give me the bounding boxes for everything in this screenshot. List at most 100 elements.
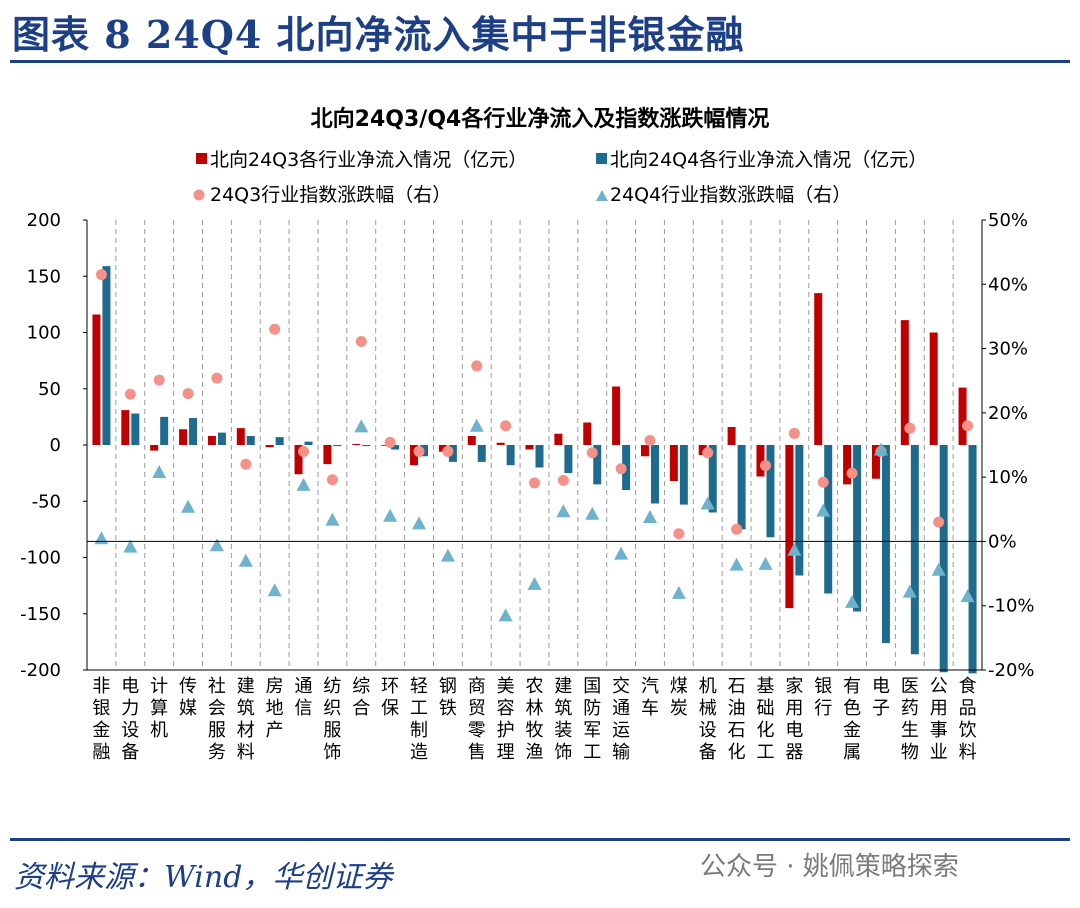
legend-swatch-q4-tri	[596, 190, 608, 201]
point-q4-13	[469, 418, 484, 432]
bar-q4-23	[766, 445, 775, 538]
bar-q4-27	[881, 445, 890, 643]
bar-q4-9	[362, 445, 371, 447]
point-q4-10	[383, 508, 398, 522]
left-tick-label: -200	[20, 660, 61, 681]
category-label: 轻工制造	[410, 676, 428, 763]
point-q3-8	[326, 474, 338, 486]
bar-q4-8	[333, 445, 342, 447]
point-q3-24	[788, 427, 800, 439]
bar-q3-16	[554, 433, 563, 445]
category-label: 纺织服饰	[323, 676, 341, 763]
point-q4-9	[354, 419, 369, 433]
left-tick-label: 200	[27, 210, 61, 231]
category-label: 交通运输	[612, 676, 630, 763]
category-label: 家用电器	[785, 676, 803, 763]
point-q3-29	[933, 516, 945, 528]
right-tick-label: 50%	[988, 210, 1028, 231]
category-label: 基础化工	[756, 676, 774, 763]
category-label: 环保	[381, 676, 399, 719]
right-tick-label: 20%	[988, 403, 1028, 424]
point-q4-24	[787, 542, 802, 556]
point-q4-11	[412, 516, 427, 530]
bar-q3-14	[496, 442, 505, 445]
bar-q3-22	[727, 427, 736, 445]
category-label: 国防军工	[583, 676, 601, 763]
bar-q4-4	[217, 432, 226, 445]
point-q3-13	[471, 360, 483, 372]
bar-q4-21	[708, 445, 717, 513]
bar-q4-7	[304, 441, 313, 445]
point-q4-21	[700, 496, 715, 510]
bar-q3-7	[294, 445, 303, 475]
bars	[92, 266, 977, 674]
point-q4-6	[267, 583, 282, 597]
category-label: 美容护理	[497, 676, 515, 763]
bar-q3-1	[121, 410, 130, 445]
bar-q4-14	[506, 445, 515, 466]
chart-title: 北向24Q3/Q4各行业净流入及指数涨跌幅情况	[311, 106, 770, 132]
point-q4-29	[931, 562, 946, 576]
grid-lines	[115, 220, 954, 670]
bar-q3-8	[323, 445, 332, 465]
point-q3-15	[529, 477, 540, 489]
point-q3-16	[557, 474, 569, 486]
bar-q3-15	[525, 445, 534, 450]
chart: 北向24Q3/Q4各行业净流入及指数涨跌幅情况 北向24Q3各行业净流入情况（亿…	[20, 106, 1034, 763]
bar-q4-16	[564, 445, 573, 474]
legend-label-q4-tri: 24Q4行业指数涨跌幅（右）	[610, 184, 851, 206]
point-q3-19	[644, 435, 656, 446]
bar-q4-26	[853, 445, 862, 612]
category-label: 电力设备	[121, 676, 139, 763]
bar-q3-11	[410, 445, 419, 466]
bar-q4-2	[160, 416, 169, 445]
point-q3-3	[182, 388, 194, 400]
point-q4-19	[642, 510, 657, 523]
point-q4-4	[209, 538, 224, 552]
bar-q3-18	[612, 386, 621, 445]
point-q3-6	[269, 323, 281, 335]
top-rule	[10, 60, 1070, 63]
bar-q3-10	[381, 445, 390, 446]
point-q4-22	[729, 557, 744, 571]
point-q3-7	[298, 445, 310, 457]
point-q3-9	[355, 336, 367, 347]
bar-q4-24	[795, 445, 804, 576]
category-label: 农林牧渔	[526, 676, 544, 763]
point-q3-30	[962, 420, 974, 432]
bar-q4-19	[650, 445, 659, 504]
point-q4-20	[671, 585, 686, 599]
point-q4-5	[238, 553, 253, 567]
bar-q4-10	[391, 445, 400, 450]
bar-q4-28	[910, 445, 919, 655]
category-label: 社会服务	[208, 676, 226, 763]
category-label: 电子	[872, 676, 890, 719]
point-q4-28	[902, 584, 917, 598]
bar-q3-3	[179, 429, 188, 445]
left-tick-label: 0	[50, 435, 61, 456]
bar-q4-17	[593, 445, 602, 485]
category-label: 医药生物	[901, 676, 919, 763]
point-q4-0	[94, 531, 109, 545]
right-tick-label: 40%	[988, 274, 1028, 295]
category-label: 综合	[352, 676, 370, 719]
point-q3-2	[153, 374, 165, 386]
point-q3-22	[731, 523, 743, 535]
source-note: 资料来源：Wind，华创证券	[14, 860, 393, 895]
category-labels: 非银金融电力设备计算机传媒社会服务建筑材料房地产通信纺织服饰综合环保轻工制造钢铁…	[92, 676, 976, 763]
point-q3-12	[442, 445, 454, 457]
right-tick-label: 0%	[988, 531, 1017, 552]
bar-q3-5	[236, 428, 245, 445]
bar-q4-30	[968, 445, 977, 674]
point-q3-28	[904, 422, 916, 434]
bar-q3-28	[900, 320, 909, 445]
point-q3-21	[702, 447, 714, 459]
bar-q4-3	[189, 418, 198, 445]
legend-swatch-q3-bar	[196, 153, 207, 164]
legend-swatch-q4-bar	[596, 153, 607, 164]
left-tick-label: -100	[20, 548, 61, 569]
legend: 北向24Q3各行业净流入情况（亿元） 北向24Q4各行业净流入情况（亿元） 24…	[193, 149, 927, 206]
markers	[94, 269, 975, 622]
bar-q3-17	[583, 422, 592, 445]
point-q3-17	[586, 447, 598, 459]
